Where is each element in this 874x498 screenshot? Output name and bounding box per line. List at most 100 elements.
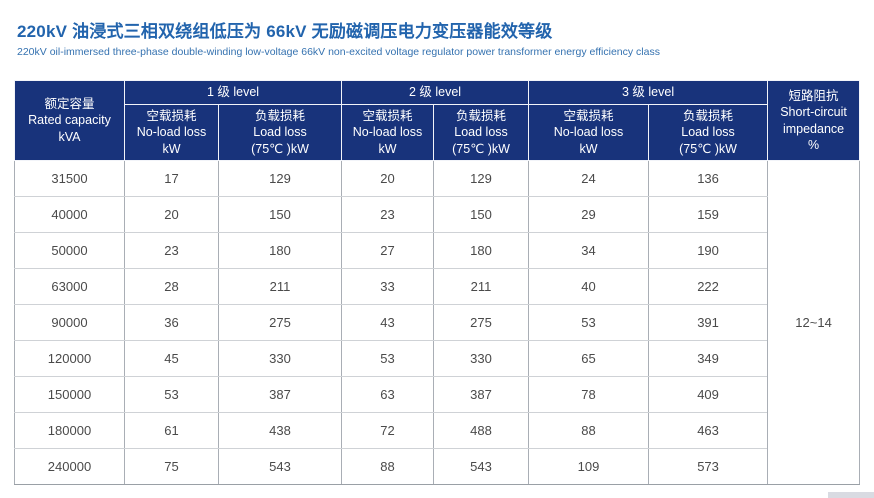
table-row: 240000 75 543 88 543 109 573 xyxy=(14,448,860,485)
header-l3-load-loss: 负载损耗 Load loss (75℃ )kW xyxy=(648,104,769,161)
cell-loss-value: 61 xyxy=(124,412,219,449)
cell-loss-value: 136 xyxy=(648,160,769,197)
cell-loss-value: 330 xyxy=(433,340,530,377)
cell-loss-value: 17 xyxy=(124,160,219,197)
cell-loss-value: 45 xyxy=(124,340,219,377)
cell-rated-capacity: 50000 xyxy=(14,232,125,269)
cell-loss-value: 27 xyxy=(341,232,435,269)
cell-loss-value: 190 xyxy=(648,232,769,269)
table-row: 150000 53 387 63 387 78 409 xyxy=(14,376,860,413)
header-short-circuit-impedance: 短路阻抗 Short-circuit impedance % xyxy=(767,80,861,161)
cell-loss-value: 488 xyxy=(433,412,530,449)
header-level-2: 2 级 level xyxy=(341,80,530,105)
efficiency-spec-table: 额定容量 Rated capacity kVA 1 级 level 2 级 le… xyxy=(14,80,861,485)
cell-loss-value: 43 xyxy=(341,304,435,341)
table-body: 31500 17 129 20 129 24 136 12~14 40000 20 150 23 150… xyxy=(14,160,861,485)
cell-loss-value: 349 xyxy=(648,340,769,377)
header-impedance-unit: % xyxy=(807,138,820,152)
header-no-load-unit: kW xyxy=(579,141,598,156)
cell-loss-value: 543 xyxy=(433,448,530,485)
cell-loss-value: 34 xyxy=(528,232,650,269)
cell-loss-value: 63 xyxy=(341,376,435,413)
header-load-unit: (75℃ )kW xyxy=(251,141,309,156)
page-title: 220kV 油浸式三相双绕组低压为 66kV 无励磁调压电力变压器能效等级 xyxy=(17,22,553,41)
cell-impedance-value: 12~14 xyxy=(767,160,861,485)
page-corner-artifact xyxy=(828,492,874,498)
header-load-en: Load loss xyxy=(454,125,508,140)
cell-loss-value: 109 xyxy=(528,448,650,485)
cell-loss-value: 150 xyxy=(433,196,530,233)
header-rated-capacity-zh: 额定容量 xyxy=(44,96,95,111)
table-row: 120000 45 330 53 330 65 349 xyxy=(14,340,860,377)
table-row: 50000 23 180 27 180 34 190 xyxy=(14,232,860,269)
cell-loss-value: 23 xyxy=(341,196,435,233)
cell-loss-value: 53 xyxy=(124,376,219,413)
cell-loss-value: 387 xyxy=(217,376,343,413)
header-l2-load-loss: 负载损耗 Load loss (75℃ )kW xyxy=(433,104,530,161)
header-rated-capacity-en: Rated capacity xyxy=(28,113,111,128)
table-row: 31500 17 129 20 129 24 136 12~14 xyxy=(14,160,861,485)
header-no-load-zh: 空载损耗 xyxy=(563,108,614,123)
cell-loss-value: 72 xyxy=(341,412,435,449)
cell-loss-value: 211 xyxy=(433,268,530,305)
header-level-3: 3 级 level xyxy=(528,80,769,105)
header-load-zh: 负载损耗 xyxy=(683,108,734,123)
header-no-load-zh: 空载损耗 xyxy=(146,108,197,123)
header-no-load-en: No-load loss xyxy=(553,125,624,140)
cell-loss-value: 159 xyxy=(648,196,769,233)
table-row: 63000 28 211 33 211 40 222 xyxy=(14,268,860,305)
header-l2-no-load-loss: 空载损耗 No-load loss kW xyxy=(341,104,435,161)
cell-loss-value: 180 xyxy=(433,232,530,269)
cell-loss-value: 438 xyxy=(217,412,343,449)
table-row: 180000 61 438 72 488 88 463 xyxy=(14,412,860,449)
header-l1-load-loss: 负载损耗 Load loss (75℃ )kW xyxy=(217,104,343,161)
cell-loss-value: 387 xyxy=(433,376,530,413)
header-impedance-en: Short-circuit impedance xyxy=(780,105,847,136)
cell-loss-value: 129 xyxy=(217,160,343,197)
cell-loss-value: 275 xyxy=(433,304,530,341)
header-load-zh: 负载损耗 xyxy=(255,108,306,123)
table-row: 40000 20 150 23 150 29 159 xyxy=(14,196,860,233)
header-impedance-zh: 短路阻抗 xyxy=(788,88,839,103)
cell-loss-value: 409 xyxy=(648,376,769,413)
cell-loss-value: 29 xyxy=(528,196,650,233)
cell-loss-value: 75 xyxy=(124,448,219,485)
cell-loss-value: 543 xyxy=(217,448,343,485)
cell-rated-capacity: 63000 xyxy=(14,268,125,305)
cell-loss-value: 330 xyxy=(217,340,343,377)
header-no-load-unit: kW xyxy=(378,141,397,156)
cell-loss-value: 53 xyxy=(341,340,435,377)
cell-rated-capacity: 120000 xyxy=(14,340,125,377)
table-row: 90000 36 275 43 275 53 391 xyxy=(14,304,860,341)
cell-loss-value: 88 xyxy=(528,412,650,449)
cell-rated-capacity: 31500 xyxy=(14,160,125,197)
cell-loss-value: 23 xyxy=(124,232,219,269)
cell-loss-value: 78 xyxy=(528,376,650,413)
cell-loss-value: 275 xyxy=(217,304,343,341)
cell-loss-value: 150 xyxy=(217,196,343,233)
header-load-zh: 负载损耗 xyxy=(456,108,507,123)
cell-loss-value: 391 xyxy=(648,304,769,341)
cell-loss-value: 222 xyxy=(648,268,769,305)
cell-loss-value: 20 xyxy=(124,196,219,233)
header-l1-no-load-loss: 空载损耗 No-load loss kW xyxy=(124,104,219,161)
cell-loss-value: 129 xyxy=(433,160,530,197)
cell-loss-value: 33 xyxy=(341,268,435,305)
cell-loss-value: 211 xyxy=(217,268,343,305)
cell-loss-value: 24 xyxy=(528,160,650,197)
header-load-unit: (75℃ )kW xyxy=(452,141,510,156)
cell-rated-capacity: 180000 xyxy=(14,412,125,449)
header-level-1: 1 级 level xyxy=(123,80,343,105)
cell-rated-capacity: 40000 xyxy=(14,196,125,233)
cell-loss-value: 28 xyxy=(124,268,219,305)
header-no-load-zh: 空载损耗 xyxy=(362,108,413,123)
cell-loss-value: 573 xyxy=(648,448,769,485)
header-no-load-en: No-load loss xyxy=(352,125,423,140)
cell-loss-value: 40 xyxy=(528,268,650,305)
cell-rated-capacity: 150000 xyxy=(14,376,125,413)
header-rated-capacity-unit: kVA xyxy=(58,129,81,144)
cell-loss-value: 20 xyxy=(341,160,435,197)
cell-loss-value: 463 xyxy=(648,412,769,449)
page-subtitle: 220kV oil-immersed three-phase double-wi… xyxy=(17,46,660,58)
header-load-en: Load loss xyxy=(253,125,307,140)
